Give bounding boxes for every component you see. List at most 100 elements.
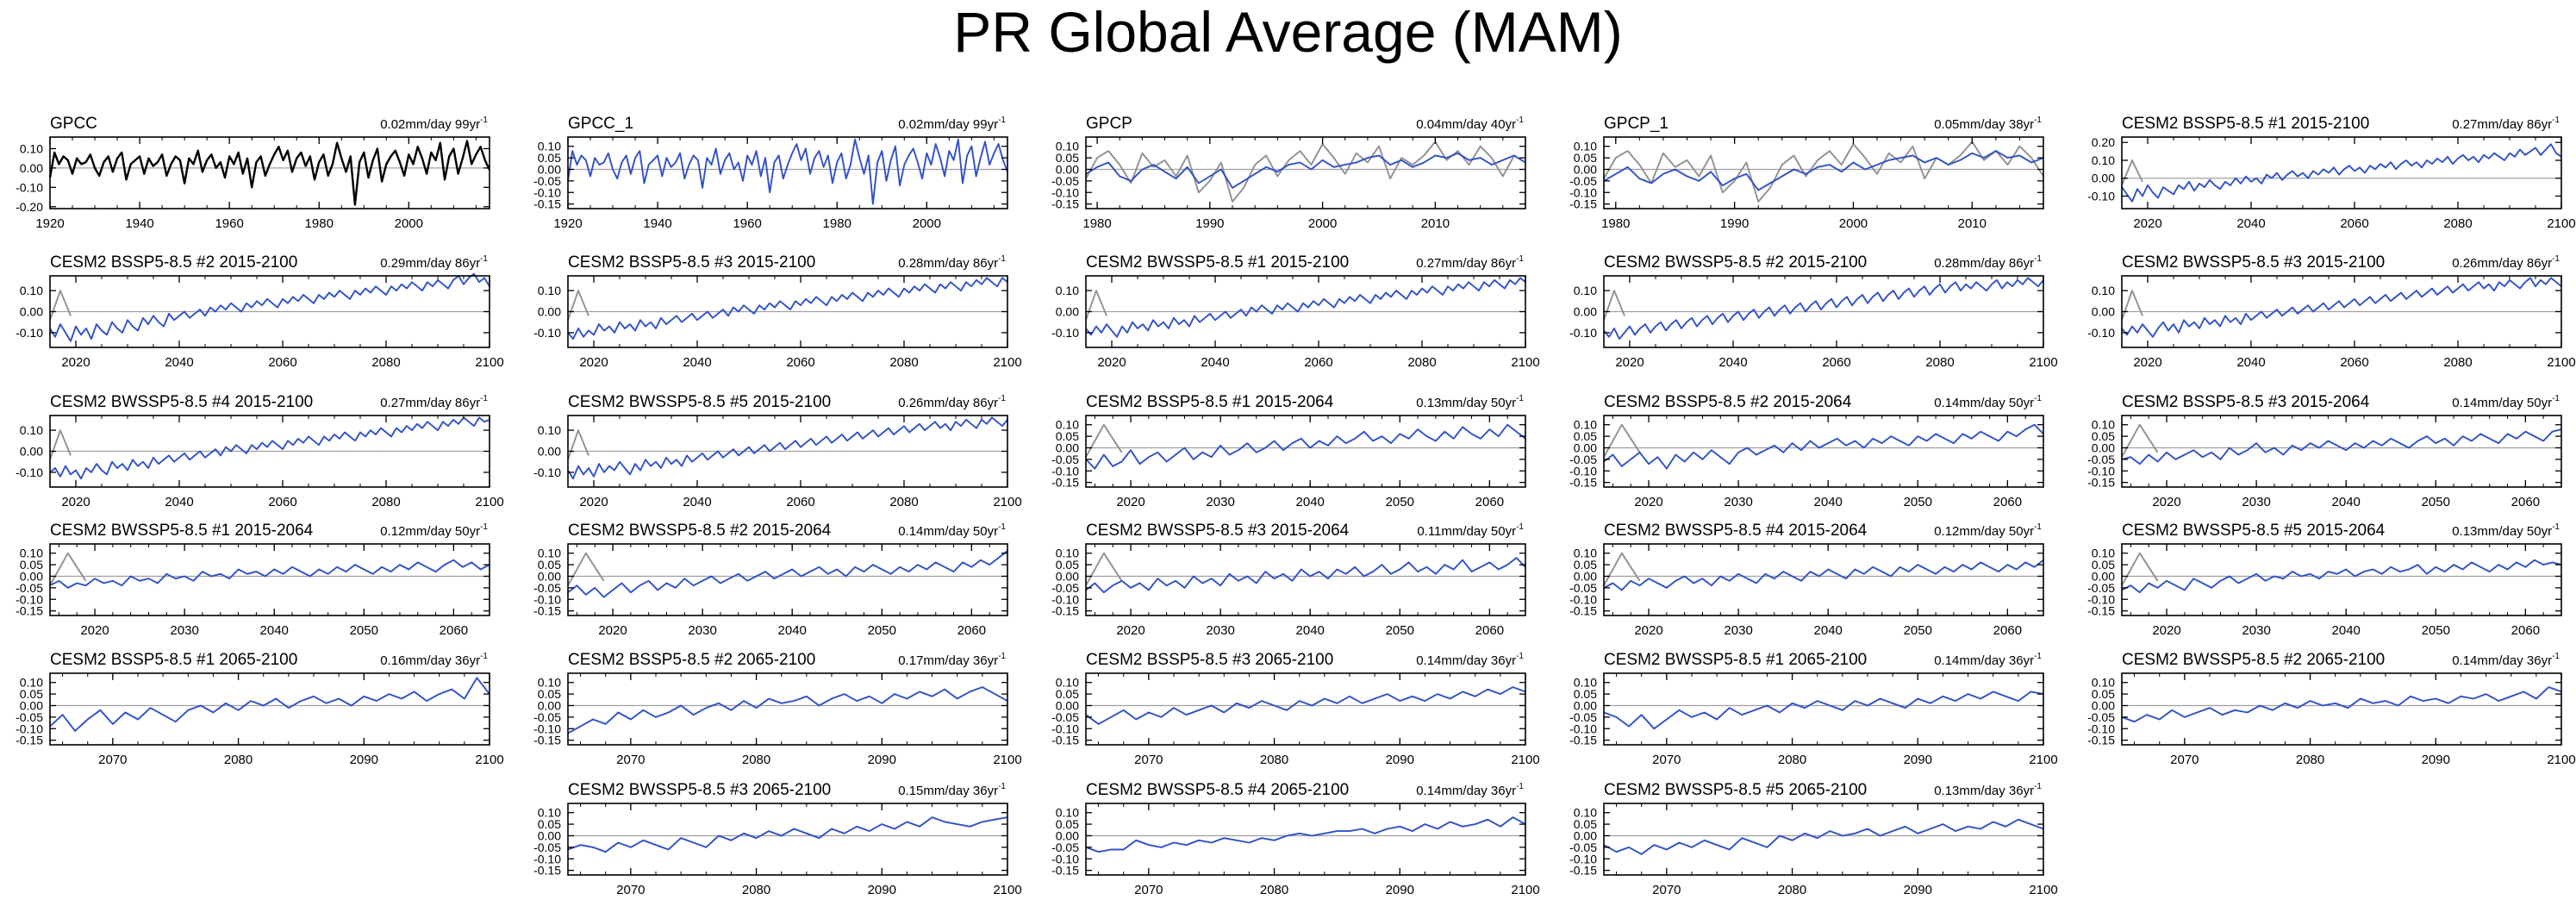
y-tick-label: -0.15 bbox=[1569, 734, 1597, 747]
series-line-model bbox=[567, 277, 1008, 341]
x-tick-label: 2060 bbox=[2340, 355, 2368, 370]
y-tick-label: -0.10 bbox=[533, 185, 561, 199]
x-tick-label: 2080 bbox=[1407, 355, 1436, 370]
y-tick-label: -0.05 bbox=[533, 174, 561, 188]
series-line-model bbox=[49, 272, 490, 342]
plot-frame bbox=[1603, 543, 2044, 616]
y-tick-label: 0.05 bbox=[1056, 558, 1079, 572]
x-tick-label: 2020 bbox=[579, 495, 608, 509]
plot-frame bbox=[49, 136, 490, 209]
chart-panel: CESM2 BWSSP5-8.5 #1 2015-2100 0.27mm/day … bbox=[1051, 253, 1540, 370]
x-tick-label: 2050 bbox=[868, 623, 896, 638]
series-line-ref bbox=[2121, 423, 2159, 458]
x-tick-label: 2100 bbox=[1511, 883, 1539, 897]
panel-trend-exponent: -1 bbox=[998, 652, 1006, 661]
y-tick-label: -0.15 bbox=[533, 197, 561, 211]
panel-trend-exponent: -1 bbox=[2552, 116, 2560, 125]
y-tick-label: -0.10 bbox=[1569, 185, 1597, 199]
x-tick-label: 2030 bbox=[1206, 623, 1234, 638]
x-tick-label: 2040 bbox=[1296, 623, 1325, 638]
y-tick-label: 0.10 bbox=[1574, 284, 1597, 297]
y-tick-label: 0.00 bbox=[1056, 828, 1079, 842]
panel-trend: 0.29mm/day 86yr-1 bbox=[380, 254, 488, 271]
panel-trend: 0.13mm/day 50yr-1 bbox=[1416, 394, 1524, 410]
x-tick-label: 2040 bbox=[1814, 623, 1843, 638]
x-tick-label: 1960 bbox=[215, 216, 243, 231]
x-tick-label: 2080 bbox=[224, 753, 253, 767]
panel-title: CESM2 BWSSP5-8.5 #3 2065-2100 bbox=[568, 781, 831, 799]
y-tick-label: -0.15 bbox=[16, 734, 43, 747]
panel-trend: 0.13mm/day 36yr-1 bbox=[1934, 782, 2042, 798]
y-tick-label: 0.00 bbox=[2092, 698, 2115, 712]
y-tick-label: 0.00 bbox=[1574, 162, 1597, 176]
x-tick-label: 2070 bbox=[616, 883, 645, 897]
x-tick-label: 2100 bbox=[1511, 753, 1539, 767]
x-tick-label: 2080 bbox=[1260, 883, 1288, 897]
x-tick-label: 2090 bbox=[2422, 753, 2450, 767]
y-tick-label: 0.00 bbox=[1574, 698, 1597, 712]
y-tick-label: 0.10 bbox=[20, 676, 43, 690]
y-tick-label: 0.00 bbox=[1056, 441, 1079, 454]
y-tick-label: 0.05 bbox=[1056, 151, 1079, 165]
chart-panel: CESM2 BWSSP5-8.5 #3 2015-2100 0.26mm/day … bbox=[2087, 253, 2576, 370]
x-tick-label: 2090 bbox=[1386, 883, 1414, 897]
series-line-model bbox=[1603, 277, 2044, 341]
y-tick-label: -0.10 bbox=[1051, 464, 1079, 478]
panel-trend-exponent: -1 bbox=[1516, 116, 1524, 125]
panel-trend: 0.26mm/day 86yr-1 bbox=[2452, 254, 2560, 271]
x-tick-label: 2060 bbox=[2340, 216, 2368, 231]
x-tick-label: 2020 bbox=[2133, 216, 2161, 231]
y-tick-label: -0.05 bbox=[2087, 581, 2115, 595]
chart-panel: CESM2 BWSSP5-8.5 #5 2015-2100 0.26mm/day … bbox=[533, 393, 1022, 509]
x-tick-label: 2080 bbox=[371, 355, 400, 370]
plot-frame bbox=[2121, 136, 2562, 209]
x-tick-label: 2040 bbox=[165, 355, 193, 370]
chart-panel: CESM2 BWSSP5-8.5 #3 2065-2100 0.15mm/day … bbox=[533, 781, 1022, 897]
x-tick-label: 2100 bbox=[2547, 216, 2575, 231]
panel-trend-exponent: -1 bbox=[998, 116, 1006, 125]
panel-title: GPCC bbox=[50, 115, 97, 133]
y-tick-label: -0.05 bbox=[2087, 710, 2115, 724]
x-tick-label: 2040 bbox=[2332, 623, 2361, 638]
y-tick-label: 0.05 bbox=[538, 817, 561, 831]
y-tick-label: -0.10 bbox=[1569, 592, 1597, 606]
plot-frame bbox=[1085, 672, 1526, 746]
panel-trend: 0.11mm/day 50yr-1 bbox=[1417, 522, 1524, 539]
plot-frame bbox=[1085, 803, 1526, 876]
chart-panel: GPCP 0.04mm/day 40yr-10.100.050.00-0.05-0… bbox=[1051, 115, 1526, 231]
chart-panel: CESM2 BSSP5-8.5 #2 2065-2100 0.17mm/day 3… bbox=[533, 651, 1022, 767]
y-tick-label: 0.05 bbox=[1056, 817, 1079, 831]
chart-panel: CESM2 BSSP5-8.5 #2 2015-2100 0.29mm/day 8… bbox=[16, 253, 504, 370]
chart-panel: CESM2 BWSSP5-8.5 #3 2015-2064 0.11mm/day … bbox=[1051, 522, 1526, 638]
chart-panel: GPCC_1 0.02mm/day 99yr-1 0.100.050.00-0.05… bbox=[533, 115, 1008, 231]
y-tick-label: 0.10 bbox=[1574, 676, 1597, 690]
y-tick-label: 0.10 bbox=[538, 806, 561, 820]
x-tick-label: 2060 bbox=[786, 495, 814, 509]
x-tick-label: 2080 bbox=[742, 883, 770, 897]
x-tick-label: 2020 bbox=[2133, 355, 2161, 370]
y-tick-label: 0.05 bbox=[20, 687, 43, 701]
x-tick-label: 2020 bbox=[61, 495, 90, 509]
panel-trend-exponent: -1 bbox=[2034, 116, 2042, 125]
y-tick-label: -0.05 bbox=[1569, 581, 1597, 595]
chart-panel: CESM2 BWSSP5-8.5 #2 2065-2100 0.14mm/day … bbox=[2087, 651, 2576, 767]
x-tick-label: 2090 bbox=[868, 883, 896, 897]
y-tick-label: -0.15 bbox=[1051, 864, 1079, 878]
y-tick-label: -0.15 bbox=[1051, 604, 1079, 618]
chart-panel: CESM2 BWSSP5-8.5 #1 2015-2064 0.12mm/day … bbox=[16, 522, 490, 638]
y-tick-label: -0.15 bbox=[2087, 604, 2115, 618]
y-tick-label: 0.00 bbox=[1574, 569, 1597, 583]
x-tick-label: 1980 bbox=[305, 216, 334, 231]
y-tick-label: 0.10 bbox=[1574, 418, 1597, 432]
y-tick-label: 0.10 bbox=[538, 140, 561, 153]
x-tick-label: 2030 bbox=[2242, 623, 2270, 638]
x-tick-label: 2060 bbox=[2511, 495, 2540, 509]
series-line-model bbox=[2121, 143, 2562, 203]
x-tick-label: 1980 bbox=[823, 216, 851, 231]
panel-trend-exponent: -1 bbox=[1516, 782, 1524, 791]
y-tick-label: 0.05 bbox=[1056, 429, 1079, 443]
panel-title: CESM2 BSSP5-8.5 #2 2065-2100 bbox=[568, 651, 815, 669]
y-tick-label: -0.10 bbox=[16, 180, 43, 194]
plot-frame bbox=[1603, 415, 2044, 488]
y-tick-label: -0.10 bbox=[16, 326, 43, 340]
